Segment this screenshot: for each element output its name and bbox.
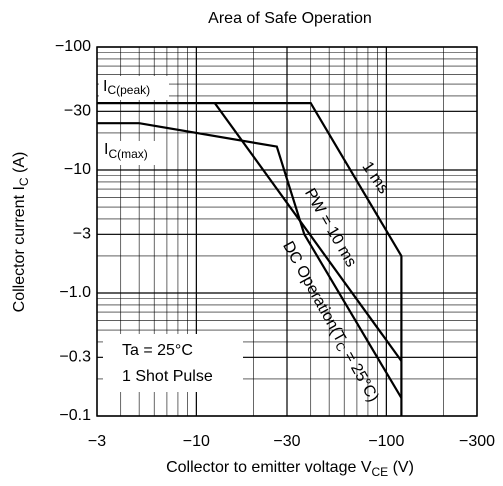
- label-bg: [101, 141, 165, 165]
- label-bg: [99, 76, 169, 100]
- condition-text: 1 Shot Pulse: [122, 368, 213, 385]
- x-tick-label: −30: [273, 433, 300, 450]
- y-axis-label: Collector current IC (A): [11, 152, 31, 313]
- condition-box: [103, 334, 243, 392]
- plot-frame: [96, 46, 478, 417]
- y-tick-label: −3: [73, 226, 91, 243]
- x-tick-label: −100: [368, 433, 404, 450]
- series-line: [97, 101, 403, 416]
- condition-text: Ta = 25°C: [122, 342, 193, 359]
- series-line: [213, 102, 403, 362]
- ic-peak-label: IC(peak): [103, 78, 150, 97]
- x-tick-label: −3: [88, 433, 106, 450]
- chart-title: Area of Safe Operation: [208, 10, 372, 27]
- y-tick-label: −10: [64, 161, 91, 178]
- series-label: PW = 10 ms: [301, 186, 360, 270]
- lines: [97, 101, 403, 416]
- y-tick-label: −100: [55, 38, 91, 55]
- ic-max-label: IC(max): [104, 141, 148, 161]
- y-tick-label: −0.3: [59, 349, 91, 366]
- x-tick-label: −10: [183, 433, 210, 450]
- y-tick-label: −1.0: [59, 284, 91, 301]
- x-axis-label: Collector to emitter voltage VCE (V): [166, 459, 414, 479]
- y-tick-label: −0.1: [59, 407, 91, 424]
- series-line: [97, 122, 403, 399]
- y-tick-label: −30: [64, 103, 91, 120]
- x-tick-label: −300: [459, 433, 495, 450]
